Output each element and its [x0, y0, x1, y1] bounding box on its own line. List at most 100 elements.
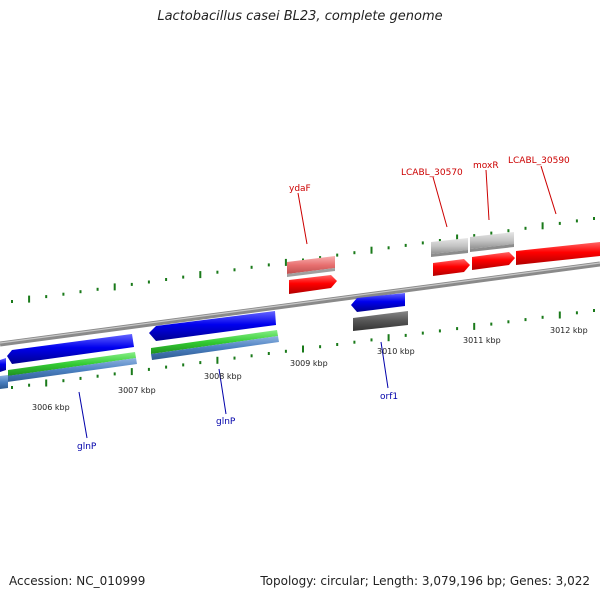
lower-scale-minor-tick [182, 363, 185, 367]
feature-glnP-green-2 [151, 330, 278, 354]
lower-scale-minor-tick [28, 383, 31, 387]
lower-scale-minor-tick [96, 374, 99, 378]
lower-scale-minor-tick [165, 365, 168, 369]
lower-scale-major-tick [130, 368, 133, 376]
feature-orf1-cds [351, 293, 405, 312]
upper-scale-minor-tick [45, 295, 48, 299]
feature-lcabl-30570-gray [431, 238, 468, 257]
feature-lcabl-30590-cds [516, 242, 600, 265]
upper-scale-minor-tick [267, 263, 270, 267]
lower-scale-minor-tick [593, 309, 595, 312]
lower-scale-minor-tick [62, 379, 65, 383]
upper-scale-major-tick [284, 258, 287, 266]
lower-scale-major-tick [216, 356, 219, 364]
upper-scale-major-tick [370, 246, 373, 254]
gene-label-lcabl-30570: LCABL_30570 [401, 168, 463, 178]
leader-lcabl-30590 [540, 165, 557, 215]
lower-scale-major-tick [558, 311, 561, 319]
upper-scale-minor-tick [79, 290, 82, 294]
lower-scale-major-tick [473, 322, 476, 330]
lower-scale-major-tick [302, 345, 304, 353]
upper-scale-minor-tick [216, 270, 219, 274]
upper-scale-major-tick [28, 295, 31, 303]
upper-scale-minor-tick [387, 246, 390, 250]
feature-glnP-cds-1 [7, 334, 134, 364]
feature-ydaF-cds [289, 275, 337, 294]
lower-scale-minor-tick [404, 333, 407, 337]
feature-moxR-cds [472, 252, 515, 270]
gene-label-glnP-1: glnP [77, 442, 97, 452]
feature-lcabl-30570-cds [433, 259, 470, 276]
scale-label-3010: 3010 kbp [377, 347, 415, 356]
lower-scale-minor-tick [267, 352, 270, 355]
gene-label-ydaF: ydaF [289, 184, 311, 194]
lower-scale-minor-tick [490, 322, 493, 326]
upper-scale-major-tick [113, 283, 116, 291]
upper-scale-minor-tick [336, 253, 339, 257]
gene-label-orf1: orf1 [380, 392, 398, 402]
lower-scale-minor-tick [370, 338, 373, 342]
upper-scale-minor-tick [319, 256, 322, 260]
scale-label-3011: 3011 kbp [463, 336, 501, 345]
lower-scale-minor-tick [147, 367, 150, 371]
upper-scale-minor-tick [130, 282, 133, 286]
upper-scale-minor-tick [353, 251, 356, 255]
upper-scale-minor-tick [11, 300, 13, 303]
scale-label-3008: 3008 kbp [204, 372, 242, 381]
upper-scale-minor-tick [233, 268, 236, 272]
upper-scale-major-tick [541, 222, 544, 230]
upper-scale-minor-tick [473, 234, 476, 238]
genome-backbone [0, 261, 600, 347]
lower-scale-minor-tick [541, 315, 544, 319]
upper-scale-minor-tick [62, 292, 65, 296]
upper-scale-minor-tick [507, 229, 510, 233]
upper-scale-major-tick [199, 271, 202, 279]
feature-ydaF-pseudo [287, 256, 335, 277]
upper-scale-minor-tick [593, 217, 595, 220]
lower-scale-minor-tick [233, 356, 236, 360]
leader-ydaF [297, 192, 308, 245]
scale-label-3006: 3006 kbp [32, 403, 70, 412]
upper-scale-minor-tick [404, 243, 407, 247]
feature-orf1-dark [353, 311, 408, 331]
scale-label-3012: 3012 kbp [550, 326, 588, 335]
feature-glnP-steel-1 [0, 358, 137, 383]
upper-scale-minor-tick [147, 280, 150, 284]
genome-backbone-highlight [0, 262, 600, 344]
scale-ticks [11, 217, 595, 389]
leader-moxR [485, 169, 490, 221]
leader-glnP-1 [78, 391, 88, 439]
upper-scale-minor-tick [524, 226, 527, 230]
leader-glnP-2 [218, 368, 227, 415]
map-title: Lactobacillus casei BL23, complete genom… [157, 9, 443, 24]
feature-glnP-green-1 [8, 352, 136, 376]
lower-scale-minor-tick [284, 349, 287, 353]
gene-label-moxR: moxR [473, 161, 499, 171]
feature-left-edge-cds [0, 358, 6, 372]
upper-scale-minor-tick [96, 287, 99, 291]
lower-scale-minor-tick [250, 354, 253, 358]
upper-scale-major-tick [456, 234, 459, 242]
lower-scale-major-tick [45, 379, 48, 387]
lower-scale-minor-tick [456, 327, 459, 331]
feature-glnP-steel-2 [151, 336, 279, 360]
gene-label-lcabl-30590: LCABL_30590 [508, 156, 570, 166]
leader-lcabl-30570 [432, 176, 448, 228]
leader-orf1 [380, 341, 389, 389]
scale-label-3007: 3007 kbp [118, 386, 156, 395]
accession-text: Accession: NC_010999 [9, 574, 146, 588]
lower-scale-minor-tick [524, 318, 527, 322]
lower-scale-minor-tick [353, 340, 356, 344]
upper-scale-minor-tick [558, 221, 561, 225]
gene-label-glnP-2: glnP [216, 417, 236, 427]
upper-scale-minor-tick [575, 219, 578, 223]
lower-scale-minor-tick [11, 386, 13, 389]
lower-scale-major-tick [387, 334, 390, 342]
lower-scale-minor-tick [507, 320, 510, 324]
lower-scale-minor-tick [421, 331, 424, 335]
lower-scale-minor-tick [199, 361, 202, 365]
lower-scale-minor-tick [319, 345, 322, 349]
feature-glnP-cds-2 [149, 311, 276, 341]
lower-scale-minor-tick [575, 311, 578, 315]
